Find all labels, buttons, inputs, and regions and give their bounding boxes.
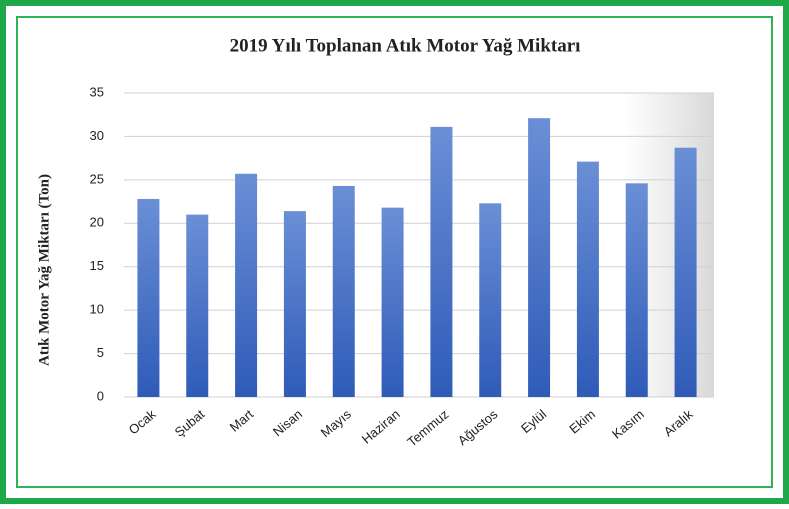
chart-title: 2019 Yılı Toplanan Atık Motor Yağ Miktar… [230, 35, 581, 56]
y-tick-label: 35 [90, 84, 104, 99]
bar [235, 173, 258, 397]
bar [332, 185, 355, 397]
bar [625, 183, 648, 397]
y-tick-label: 20 [90, 215, 104, 230]
bar [283, 211, 306, 397]
y-tick-label: 5 [97, 345, 104, 360]
bar [576, 161, 599, 397]
bar [674, 147, 697, 397]
plot-area [124, 93, 714, 397]
bar [528, 118, 551, 397]
bar [137, 198, 160, 397]
y-tick-label: 15 [90, 258, 104, 273]
y-tick-label: 10 [90, 302, 104, 317]
bar [186, 214, 209, 397]
y-tick-label: 0 [97, 388, 104, 403]
bar [381, 207, 404, 397]
y-tick-label: 25 [90, 171, 104, 186]
y-tick-label: 30 [90, 128, 104, 143]
bar [430, 126, 453, 398]
y-axis-label: Atık Motor Yağ Miktarı (Ton) [36, 174, 52, 366]
bar [479, 203, 502, 397]
